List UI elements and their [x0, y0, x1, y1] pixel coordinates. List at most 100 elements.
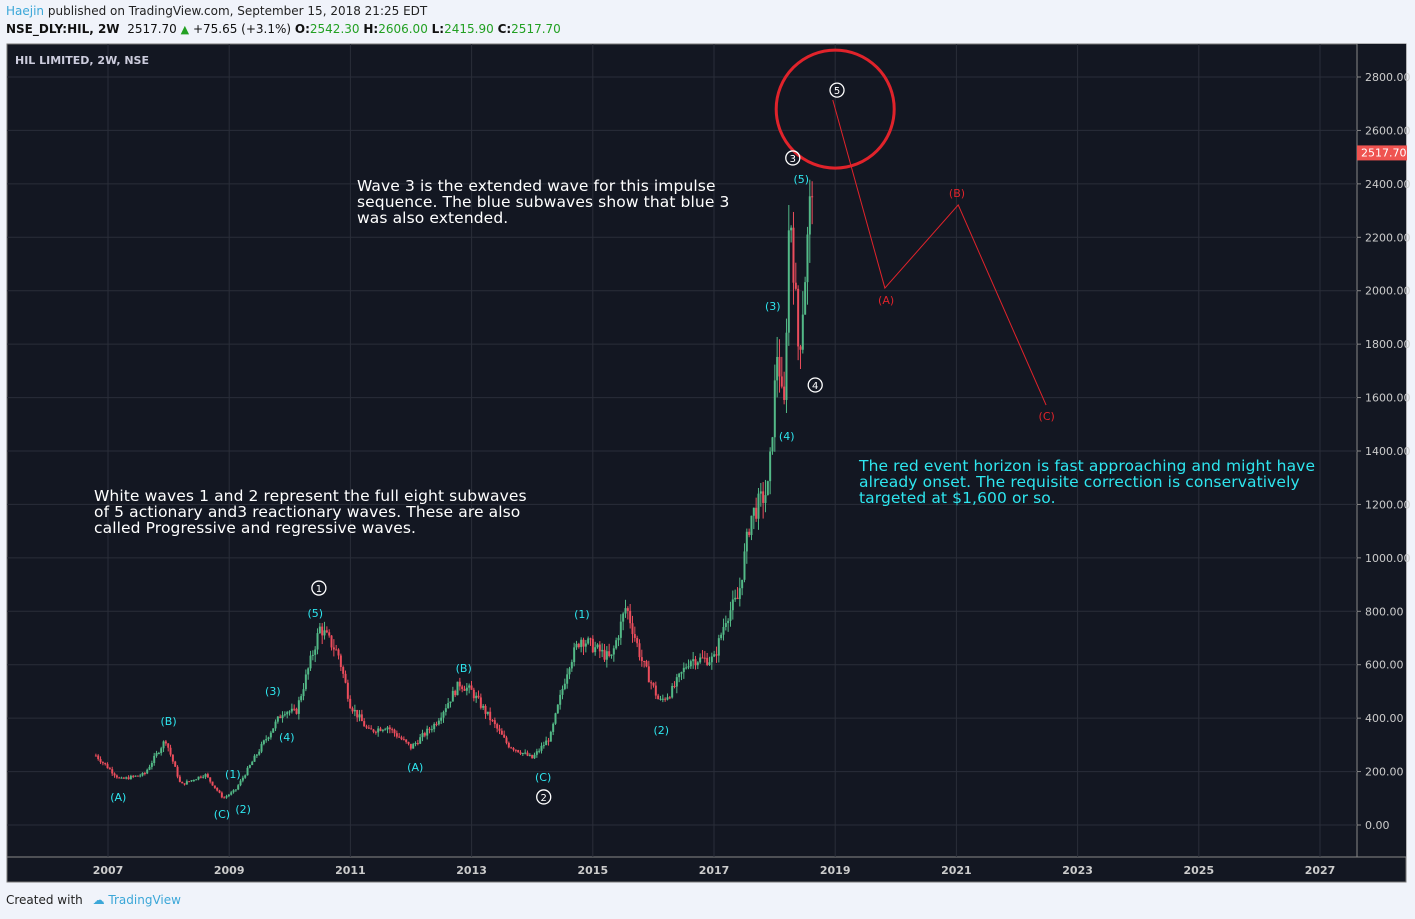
candle [673, 681, 676, 689]
candle-body [507, 742, 510, 748]
candle-body [111, 769, 114, 774]
publish-info: Haejin published on TradingView.com, Sep… [6, 4, 427, 18]
candle [325, 626, 328, 634]
candle [265, 735, 268, 743]
candle-body [463, 689, 466, 691]
candle-body [720, 634, 723, 639]
wave-circle [807, 377, 823, 393]
candle [416, 739, 419, 746]
candle-body [241, 777, 244, 781]
y-tick-label: 2400.00 [1365, 178, 1411, 191]
candle [407, 741, 410, 746]
candle-body [708, 662, 711, 666]
candle [659, 695, 662, 701]
candle [790, 225, 793, 243]
candle [685, 663, 688, 670]
candle-body [524, 752, 527, 754]
candle [164, 739, 167, 746]
candle-body [554, 713, 557, 724]
candle-body [262, 740, 265, 744]
candle [118, 776, 121, 779]
candle [246, 766, 249, 776]
candle-body [468, 685, 471, 688]
candle [451, 686, 454, 702]
candle [533, 752, 536, 759]
candle [199, 775, 202, 779]
open-label: O: [294, 22, 310, 36]
candle-body [743, 551, 746, 580]
candle [279, 714, 282, 719]
candle [521, 752, 524, 756]
candle-body [223, 797, 226, 799]
candle [321, 623, 324, 645]
candle-body [505, 737, 508, 743]
candle [225, 794, 228, 799]
candle-body [125, 777, 128, 779]
candle-body [416, 743, 419, 745]
cyan-wave-label: (B) [456, 662, 472, 675]
candle-body [652, 682, 655, 686]
candle-body [195, 779, 198, 781]
candle [171, 754, 174, 764]
candle-body [678, 673, 681, 678]
candle [335, 644, 338, 651]
candle-body [99, 759, 102, 763]
candle [167, 743, 170, 752]
candle [519, 750, 522, 756]
candle-body [274, 721, 277, 729]
candle-body [419, 737, 422, 744]
candle [806, 226, 809, 305]
candle-body [108, 768, 111, 770]
candle [724, 615, 727, 631]
candle-body [104, 762, 107, 765]
candle-body [792, 227, 795, 283]
candle [591, 635, 594, 654]
publish-text: published on TradingView.com, September … [44, 4, 428, 18]
tradingview-link[interactable]: ☁ TradingView [93, 893, 181, 907]
candle [444, 704, 447, 716]
candle-body [234, 789, 237, 791]
candle-body [787, 230, 790, 333]
candle [615, 637, 618, 650]
candle [300, 693, 303, 703]
last-price: 2517.70 [127, 22, 177, 36]
candle-body [302, 689, 305, 697]
candle [307, 667, 310, 680]
candle-body [806, 234, 809, 283]
candle [535, 748, 538, 758]
candle [559, 689, 562, 710]
candle [479, 693, 482, 710]
candle-body [633, 634, 636, 638]
candle [491, 719, 494, 722]
x-tick-label: 2025 [1183, 864, 1214, 877]
candle [540, 742, 543, 754]
candle-body [122, 777, 125, 779]
candle-body [101, 762, 104, 764]
candle [379, 726, 382, 732]
candle [153, 752, 156, 766]
candle-body [482, 705, 485, 708]
candle-body [237, 785, 240, 790]
candle [792, 211, 795, 305]
candle [297, 696, 300, 720]
white-wave-label: 3 [785, 150, 801, 166]
candle-body [444, 708, 447, 712]
author-link[interactable]: Haejin [6, 4, 45, 18]
candle [694, 655, 697, 670]
candle-body [398, 736, 401, 738]
candle [715, 646, 718, 663]
candle-body [332, 647, 335, 650]
candle [232, 789, 235, 794]
candle [605, 646, 608, 668]
candle [353, 704, 356, 717]
candle [241, 775, 244, 783]
candle [493, 717, 496, 729]
candle-body [155, 753, 158, 756]
candle-body [374, 731, 377, 733]
candle-body [115, 775, 118, 778]
candle-body [608, 651, 611, 656]
candle [762, 482, 765, 519]
candle-body [141, 772, 144, 776]
candle [449, 701, 452, 708]
